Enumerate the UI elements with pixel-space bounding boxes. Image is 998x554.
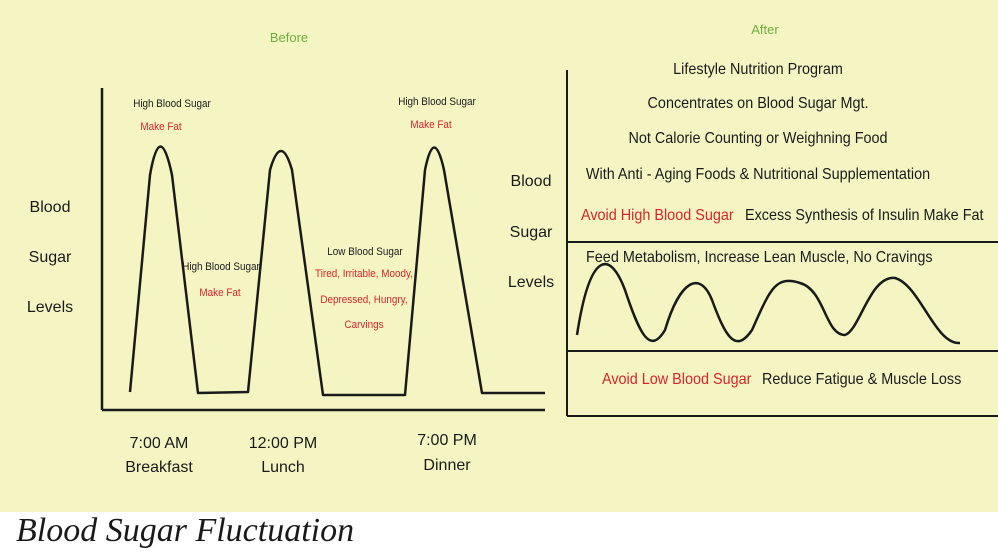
after-heading: After <box>751 22 779 37</box>
low-effect-line-1: Tired, Irritable, Moody, <box>315 268 413 280</box>
low-effect-line-3: Carvings <box>344 319 384 331</box>
meal-breakfast: Breakfast <box>125 459 193 476</box>
after-y-label-line-2: Sugar <box>509 224 553 241</box>
program-line-1: Lifestyle Nutrition Program <box>673 61 843 78</box>
before-y-label-line-3: Levels <box>26 299 74 316</box>
program-line-4: With Anti - Aging Foods & Nutritional Su… <box>585 166 931 183</box>
after-y-label-line-3: Levels <box>507 274 555 291</box>
avoid-high-label: Avoid High Blood Sugar <box>581 207 734 224</box>
peak2-title: High Blood Sugar <box>182 261 260 273</box>
diagram-lines <box>100 70 998 417</box>
before-y-label-line-1: Blood <box>29 199 71 216</box>
before-heading: Before <box>269 30 309 45</box>
after-curve <box>575 262 961 345</box>
time-lunch: 12:00 PM <box>248 435 318 452</box>
diagram-panel <box>0 0 998 512</box>
time-dinner: 7:00 PM <box>417 432 477 449</box>
avoid-low-label: Avoid Low Blood Sugar <box>602 371 752 388</box>
time-breakfast: 7:00 AM <box>129 435 189 452</box>
after-y-label-line-1: Blood <box>510 173 552 190</box>
peak1-title: High Blood Sugar <box>133 98 211 110</box>
avoid-low-note: Reduce Fatigue & Muscle Loss <box>762 371 962 388</box>
peak3-effect: Make Fat <box>410 119 452 131</box>
meal-lunch: Lunch <box>261 459 305 476</box>
program-line-2: Concentrates on Blood Sugar Mgt. <box>647 95 869 112</box>
figure-caption: Blood Sugar Fluctuation <box>16 512 355 549</box>
low-effect-line-2: Depressed, Hungry, <box>320 294 408 306</box>
peak3-title: High Blood Sugar <box>398 96 476 108</box>
meal-dinner: Dinner <box>423 457 471 474</box>
low-title: Low Blood Sugar <box>327 246 403 258</box>
program-line-3: Not Calorie Counting or Weighning Food <box>628 130 888 147</box>
before-y-label-line-2: Sugar <box>28 249 72 266</box>
avoid-high-note: Excess Synthesis of Insulin Make Fat <box>745 207 984 224</box>
peak2-effect: Make Fat <box>199 287 241 299</box>
peak1-effect: Make Fat <box>140 121 182 133</box>
before-curve <box>128 145 545 397</box>
metabolism-note: Feed Metabolism, Increase Lean Muscle, N… <box>586 249 933 266</box>
